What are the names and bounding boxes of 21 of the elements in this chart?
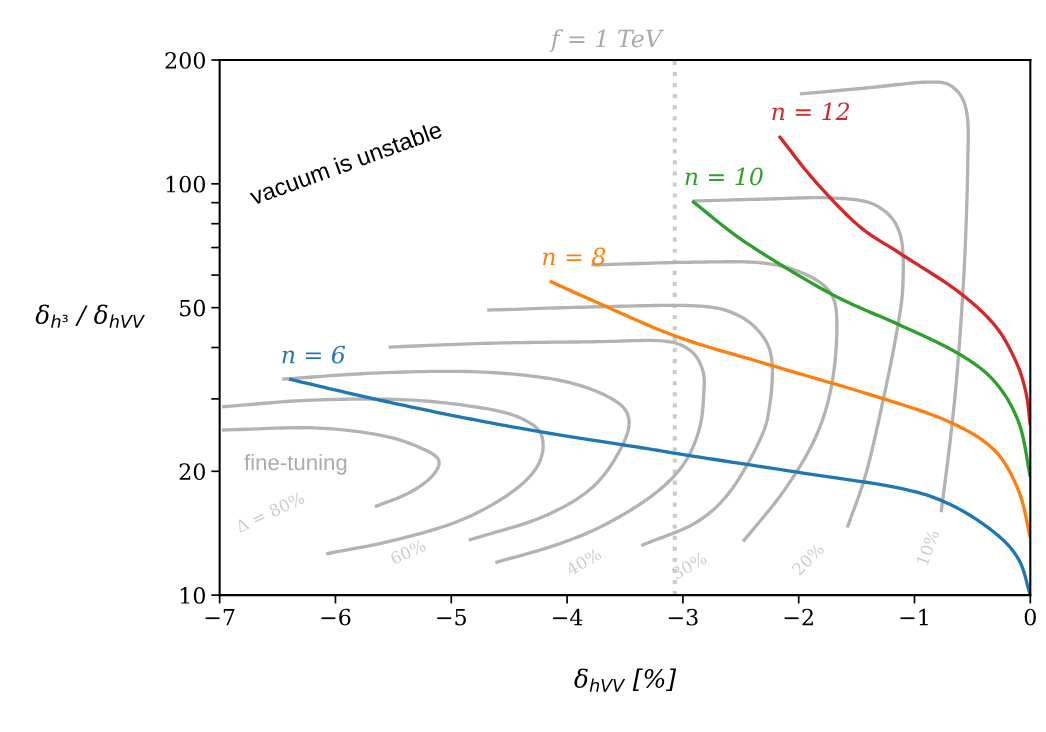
x-tick-label: 0 (1024, 608, 1036, 626)
y-tick-label: 100 (166, 175, 205, 193)
x-tick-label: −7 (205, 608, 235, 626)
y-axis-title: δ$_{h³}$ / δ$_{hVV}$ (35, 304, 145, 328)
x-tick-label: −2 (784, 608, 813, 626)
series-label: n = 10 (685, 167, 763, 186)
x-axis-title: δ$_{hVV}$ [%] (574, 668, 677, 692)
y-tick-label: 10 (180, 587, 205, 604)
series-label: n = 6 (282, 345, 346, 364)
x-tick-label: −1 (900, 608, 928, 626)
y-tick-label: 50 (180, 299, 205, 317)
x-tick-label: −3 (668, 608, 698, 626)
series-label: n = 8 (543, 247, 606, 266)
x-tick-label: −4 (553, 608, 583, 626)
x-tick-label: −6 (321, 608, 351, 626)
y-tick-label: 20 (179, 463, 205, 481)
annotation: fine-tuning (244, 454, 347, 475)
series-label: n = 12 (772, 102, 850, 120)
x-tick-label: −5 (437, 608, 466, 626)
y-tick-label: 200 (165, 51, 205, 69)
text: f = 1 TeV (549, 29, 664, 52)
